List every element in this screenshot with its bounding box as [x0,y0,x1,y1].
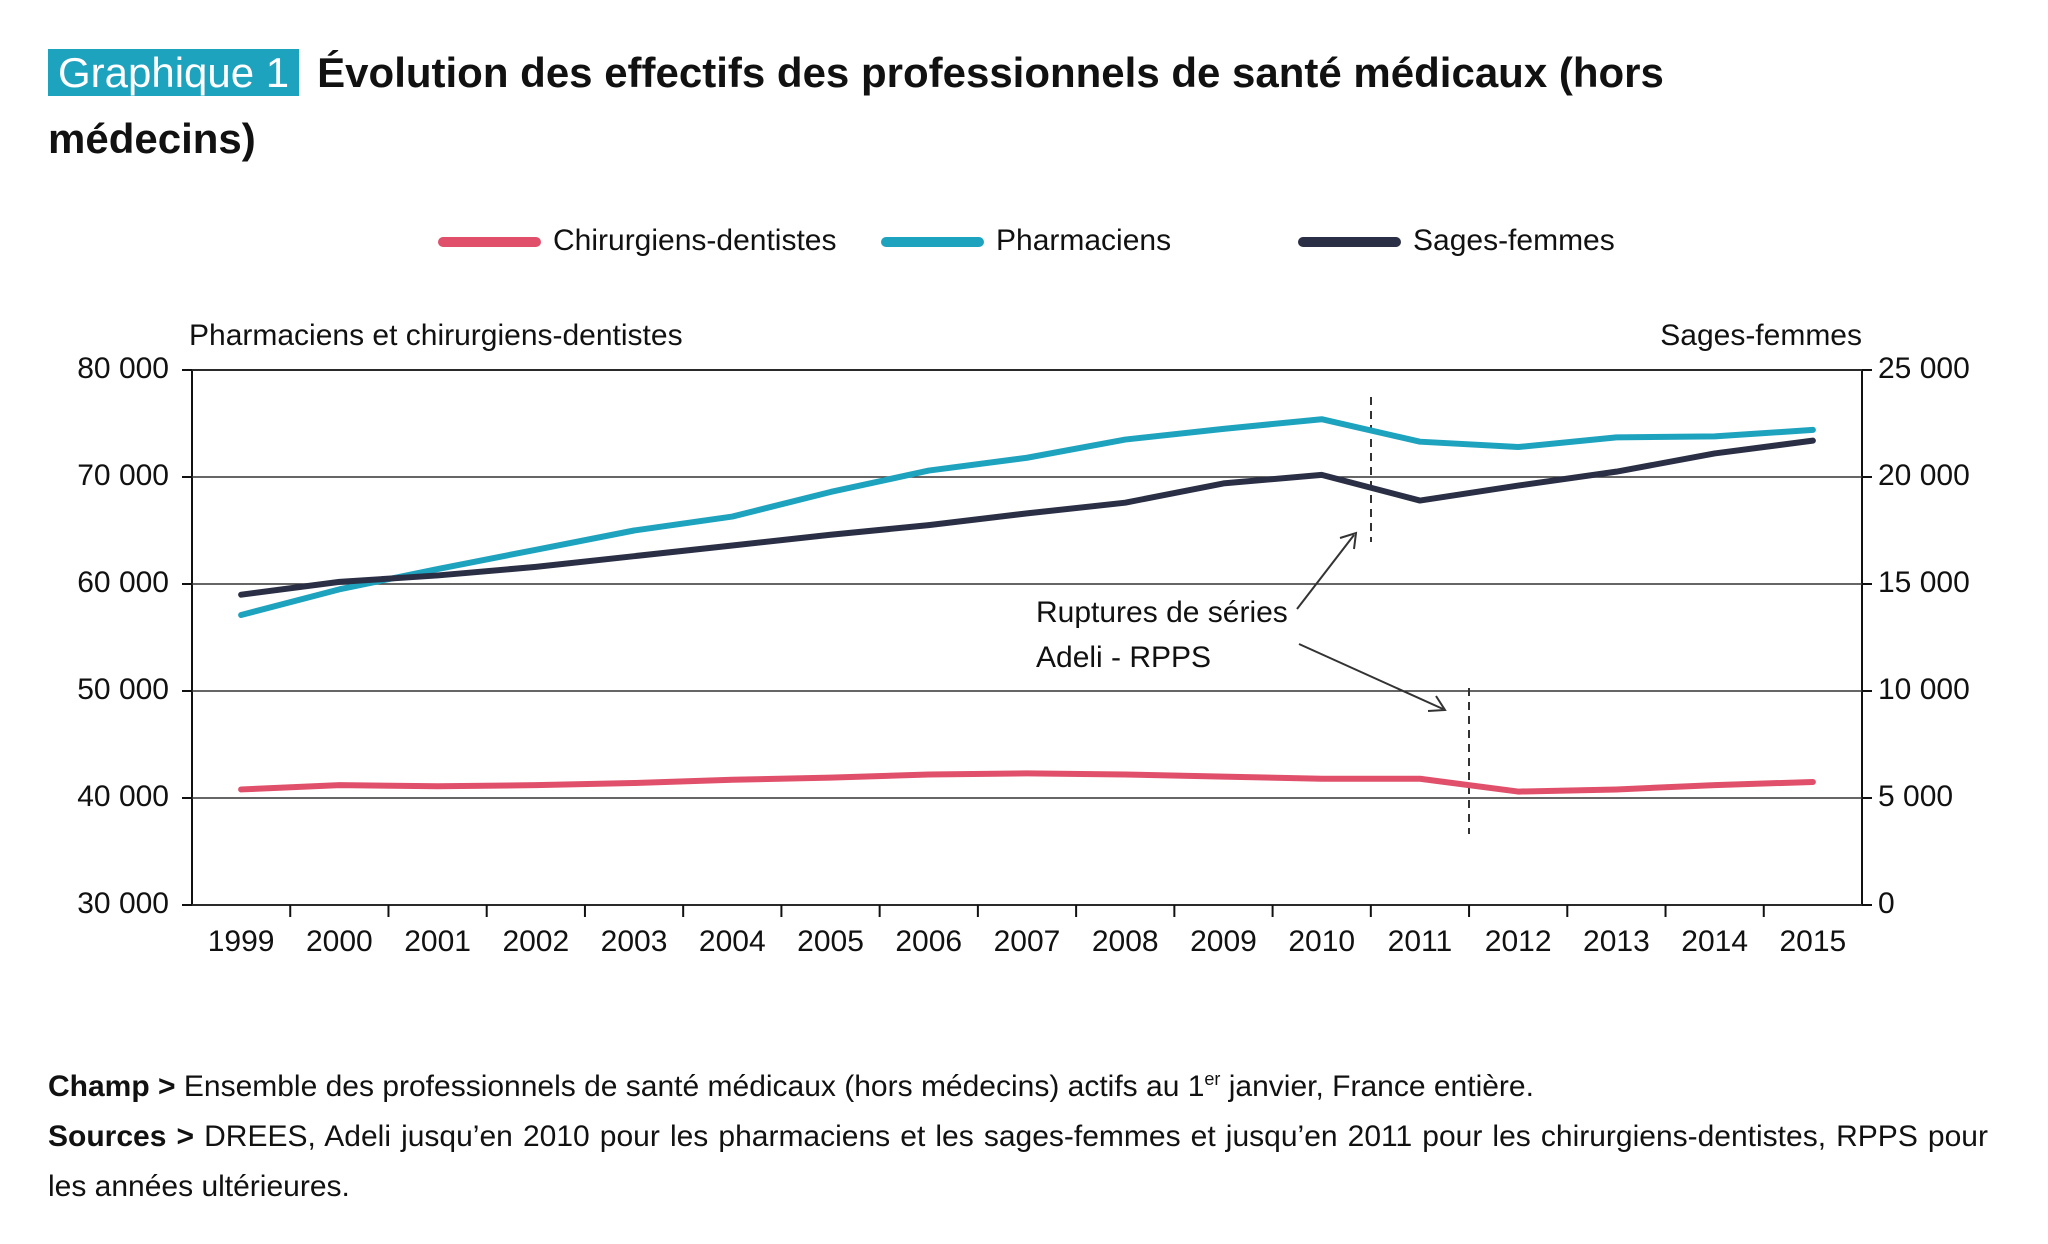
x-tick-label: 2008 [1092,925,1159,958]
annotation: Adeli - RPPS [1036,641,1211,674]
x-tick-label: 2005 [797,925,864,958]
note-label: Sources > [48,1120,195,1153]
y2-tick-label: 5 000 [1878,780,1953,813]
y-tick-label: 70 000 [77,459,169,492]
y-tick-label: 40 000 [77,780,169,813]
note-sup: er [1204,1069,1221,1089]
y2-tick-label: 20 000 [1878,459,1970,492]
y2-axis-title: Sages-femmes [1660,319,1862,352]
x-tick-label: 2010 [1288,925,1355,958]
x-tick-label: 1999 [208,925,275,958]
plot-frame [191,369,1863,906]
x-tick-label: 2007 [994,925,1061,958]
note-text: janvier, France entière. [1228,1070,1534,1103]
y-axis-title: Pharmaciens et chirurgiens-dentistes [189,319,683,352]
y-tick-label: 30 000 [77,887,169,920]
x-tick-label: 2001 [404,925,471,958]
figure-label: Graphique 1 [48,49,300,96]
chart-title: Évolution des effectifs des professionne… [48,49,1664,162]
note-text: Ensemble des professionnels de santé méd… [183,1070,1205,1103]
x-tick-label: 2006 [895,925,962,958]
y-tick-label: 60 000 [77,566,169,599]
x-tick-label: 2009 [1190,925,1257,958]
arrow [1296,534,1355,610]
x-tick-label: 2002 [502,925,569,958]
notes: Champ > Ensemble des professionnels de s… [48,1054,1988,1212]
x-tick-label: 2013 [1583,925,1650,958]
y2-tick-label: 10 000 [1878,673,1970,706]
note-label: Champ > [48,1070,176,1103]
annotation: Ruptures de séries [1036,596,1288,629]
x-tick-label: 2004 [699,925,766,958]
x-tick-label: 2003 [601,925,668,958]
chart: Ruptures de séries Adeli - RPPS Pharmaci… [77,224,1970,958]
y-tick-label: 80 000 [77,352,169,385]
series-line [238,770,1816,795]
y2-tick-label: 25 000 [1878,352,1970,385]
x-tick-label: 2012 [1485,925,1552,958]
series-line [238,437,1816,598]
y2-tick-label: 15 000 [1878,566,1970,599]
arrow [1298,643,1444,710]
arrow-head [1339,531,1358,550]
header: Graphique 1 Évolution des effectifs des p… [48,40,1768,172]
legend-label: Chirurgiens-dentistes [553,224,836,257]
y2-tick-label: 0 [1878,887,1895,920]
y-tick-label: 50 000 [77,673,169,706]
arrow-head [1427,695,1447,712]
x-tick-label: 2015 [1780,925,1847,958]
series-line [238,416,1816,619]
legend-label: Sages-femmes [1413,224,1615,257]
x-tick-label: 2014 [1681,925,1748,958]
x-tick-label: 2000 [306,925,373,958]
legend-label: Pharmaciens [996,224,1171,257]
note-text: DREES, Adeli jusqu’en 2010 pour les phar… [48,1120,1988,1203]
x-tick-label: 2011 [1388,925,1453,958]
